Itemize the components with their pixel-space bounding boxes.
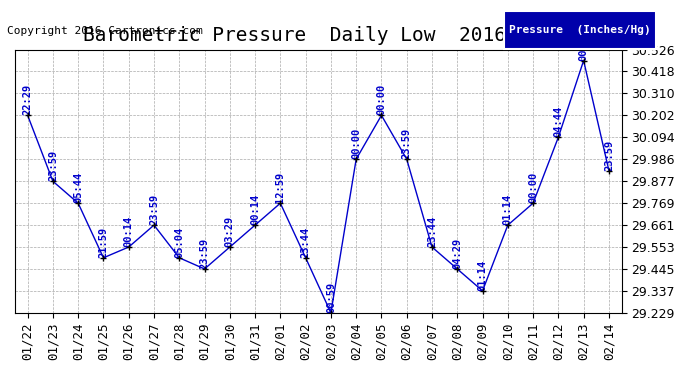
Text: 23:59: 23:59 bbox=[402, 128, 412, 159]
Text: 23:44: 23:44 bbox=[427, 216, 437, 247]
Text: 00:59: 00:59 bbox=[326, 282, 336, 313]
Text: 23:44: 23:44 bbox=[301, 226, 310, 258]
Text: 00:00: 00:00 bbox=[351, 128, 361, 159]
Text: Pressure  (Inches/Hg): Pressure (Inches/Hg) bbox=[509, 25, 651, 35]
Text: 04:44: 04:44 bbox=[553, 106, 563, 137]
Title: Barometric Pressure  Daily Low  20160215: Barometric Pressure Daily Low 20160215 bbox=[83, 26, 553, 45]
Text: 23:59: 23:59 bbox=[199, 238, 210, 269]
Text: 23:59: 23:59 bbox=[48, 150, 58, 181]
Text: 05:44: 05:44 bbox=[73, 172, 83, 203]
Text: 00:14: 00:14 bbox=[124, 216, 134, 247]
Text: 22:29: 22:29 bbox=[23, 84, 32, 116]
Text: 05:04: 05:04 bbox=[175, 226, 184, 258]
Text: 01:14: 01:14 bbox=[477, 260, 488, 291]
Text: Copyright 2016 Cartronics.com: Copyright 2016 Cartronics.com bbox=[7, 26, 203, 36]
Text: 00:00: 00:00 bbox=[579, 29, 589, 60]
Text: 23:59: 23:59 bbox=[604, 139, 614, 171]
Text: 00:00: 00:00 bbox=[528, 172, 538, 203]
Text: 04:29: 04:29 bbox=[452, 238, 462, 269]
Text: 01:14: 01:14 bbox=[503, 194, 513, 225]
Text: 00:14: 00:14 bbox=[250, 194, 260, 225]
Text: 21:59: 21:59 bbox=[99, 226, 108, 258]
Text: 03:29: 03:29 bbox=[225, 216, 235, 247]
Text: 00:00: 00:00 bbox=[377, 84, 386, 116]
Text: 12:59: 12:59 bbox=[275, 172, 286, 203]
Text: 23:59: 23:59 bbox=[149, 194, 159, 225]
